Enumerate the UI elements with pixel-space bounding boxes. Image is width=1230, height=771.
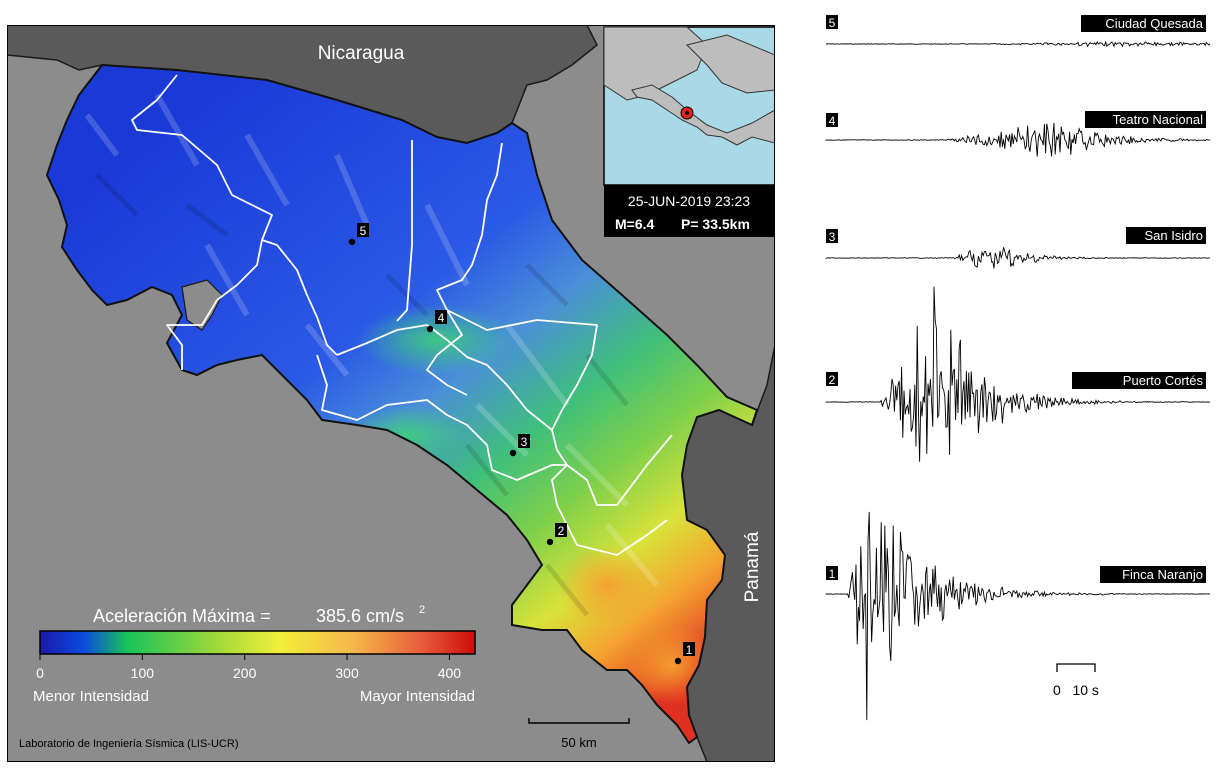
label-nicaragua: Nicaragua bbox=[318, 43, 405, 64]
seismogram-panel: 5 Ciudad Quesada 4 Teatro Nacional 3 San… bbox=[825, 15, 1211, 721]
colorbar bbox=[39, 630, 476, 655]
legend-value: 385.6 cm/s bbox=[316, 606, 404, 626]
time-scale-label: 0 10 s bbox=[1053, 682, 1099, 698]
trace-num-1: 1 bbox=[829, 567, 836, 581]
svg-text:4: 4 bbox=[438, 311, 445, 325]
event-magnitude: M=6.4 bbox=[615, 216, 655, 232]
station-2-marker[interactable]: 2 bbox=[546, 523, 567, 546]
waveform-station-4 bbox=[825, 123, 1211, 157]
colorbar-tick-label: 0 bbox=[36, 665, 44, 681]
trace-name-5: Ciudad Quesada bbox=[1105, 16, 1203, 31]
trace-name-4: Teatro Nacional bbox=[1113, 112, 1203, 127]
inset-map: 25-JUN-2019 23:23 M=6.4 P= 33.5km bbox=[603, 26, 775, 237]
svg-text:2: 2 bbox=[558, 524, 565, 538]
colorbar-tick-label: 400 bbox=[438, 665, 462, 681]
trace-name-3: San Isidro bbox=[1144, 228, 1203, 243]
province-boundaries bbox=[131, 74, 673, 556]
legend-title: Aceleración Máxima = bbox=[93, 606, 271, 626]
scale-bar-label: 50 km bbox=[561, 735, 596, 750]
svg-text:1: 1 bbox=[686, 643, 693, 657]
trace-name-1: Finca Naranjo bbox=[1122, 567, 1203, 582]
time-scale-bar: 0 10 s bbox=[1053, 663, 1099, 698]
waveform-station-2 bbox=[825, 286, 1211, 462]
legend-high-label: Mayor Intensidad bbox=[360, 688, 475, 705]
trace-name-2: Puerto Cortés bbox=[1123, 373, 1204, 388]
station-markers: 5 4 3 2 1 bbox=[348, 223, 695, 665]
trace-row-station-4: 4 Teatro Nacional bbox=[825, 111, 1211, 157]
gulf-of-nicoya bbox=[181, 279, 223, 331]
colorbar-legend: Aceleración Máxima = 385.6 cm/s 2 0 100 20… bbox=[33, 604, 476, 705]
waveform-station-5 bbox=[826, 40, 1211, 48]
colorbar-tick-label: 200 bbox=[233, 665, 257, 681]
legend-unit-exponent: 2 bbox=[419, 604, 425, 616]
station-3-marker[interactable]: 3 bbox=[509, 434, 530, 457]
trace-num-2: 2 bbox=[829, 373, 836, 387]
colorbar-tick-label: 300 bbox=[335, 665, 359, 681]
trace-num-5: 5 bbox=[829, 16, 836, 30]
trace-num-3: 3 bbox=[829, 230, 836, 244]
trace-row-station-3: 3 San Isidro bbox=[825, 227, 1211, 269]
waveform-station-1 bbox=[825, 511, 1211, 721]
waveform-station-3 bbox=[825, 247, 1211, 269]
event-datetime: 25-JUN-2019 23:23 bbox=[628, 193, 750, 209]
station-5-marker[interactable]: 5 bbox=[348, 223, 369, 246]
svg-text:3: 3 bbox=[521, 435, 528, 449]
legend-low-label: Menor Intensidad bbox=[33, 688, 149, 705]
station-4-marker[interactable]: 4 bbox=[426, 310, 447, 333]
scale-bar: 50 km bbox=[528, 718, 630, 750]
colorbar-tick-label: 100 bbox=[131, 665, 155, 681]
trace-row-station-5: 5 Ciudad Quesada bbox=[826, 15, 1211, 48]
trace-num-4: 4 bbox=[829, 114, 836, 128]
label-panama: Panamá bbox=[742, 531, 763, 602]
trace-row-station-2: 2 Puerto Cortés bbox=[825, 286, 1211, 462]
credit-text: Laboratorio de Ingeniería Sísmica (LIS-U… bbox=[19, 738, 238, 750]
svg-text:5: 5 bbox=[360, 224, 367, 238]
event-depth: P= 33.5km bbox=[681, 216, 750, 232]
trace-row-station-1: 1 Finca Naranjo bbox=[825, 511, 1211, 721]
station-1-marker[interactable]: 1 bbox=[674, 642, 695, 665]
intensity-map: 5 4 3 2 1 Nicaragua Panamá bbox=[7, 25, 775, 762]
